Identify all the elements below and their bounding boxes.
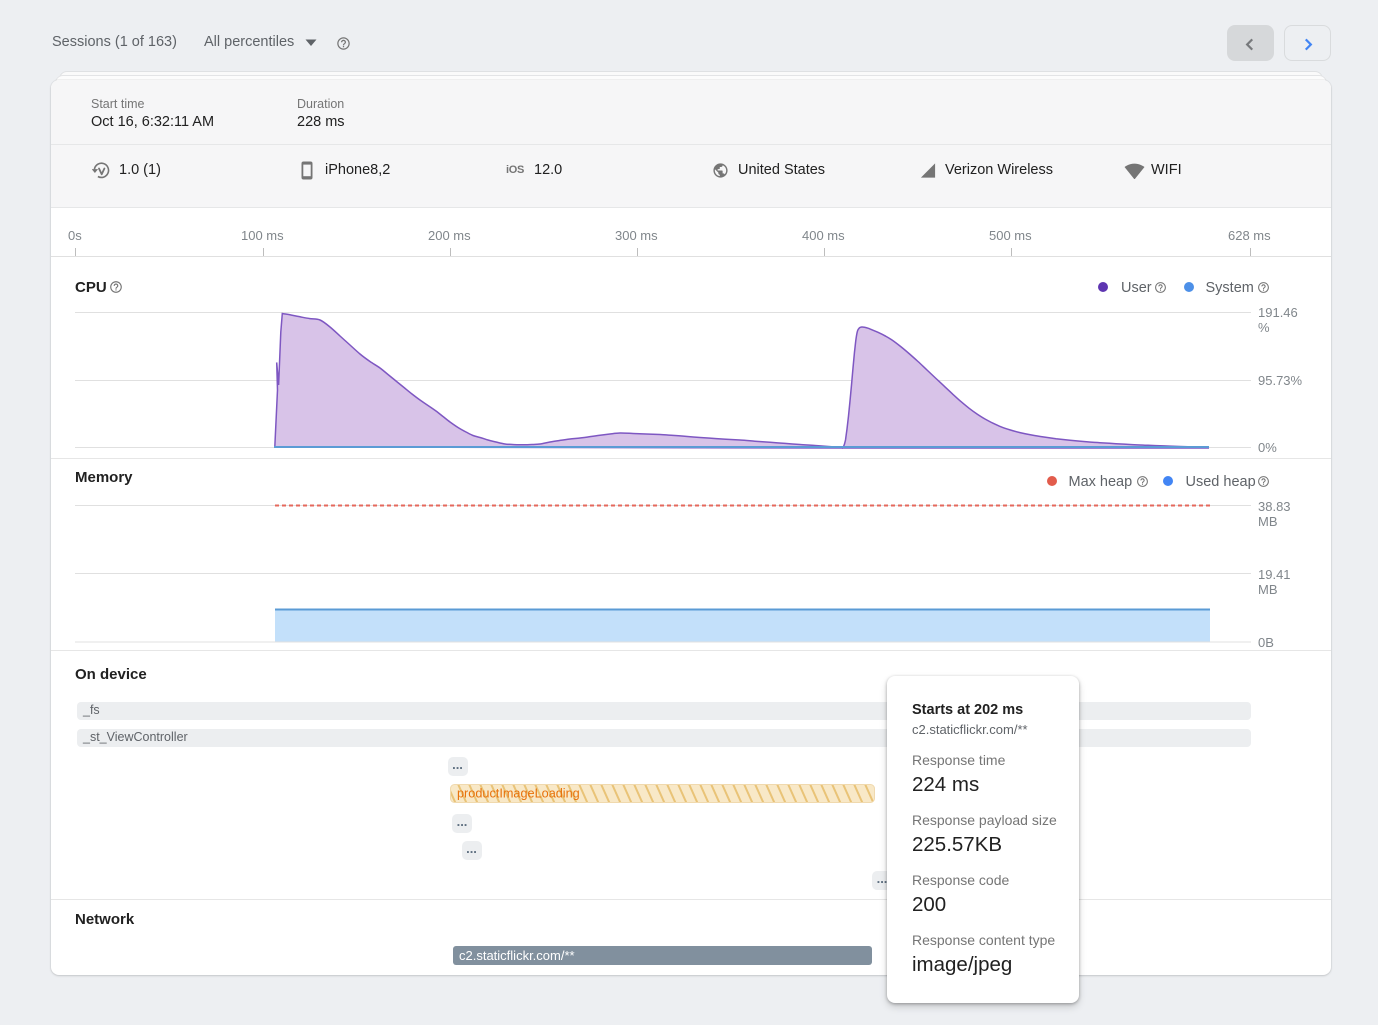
svg-text:productImageLoading: productImageLoading (457, 787, 580, 801)
